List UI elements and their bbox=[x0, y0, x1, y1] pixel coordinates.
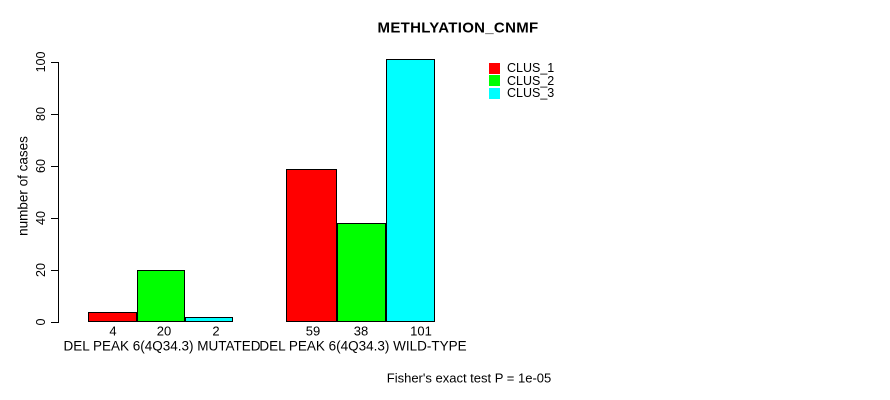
legend-swatch-clus-2 bbox=[489, 75, 500, 87]
legend-item-clus-3: CLUS_3 bbox=[489, 87, 554, 100]
legend-swatch-clus-1 bbox=[489, 62, 500, 74]
bar-value-wild-type-clus_1: 59 bbox=[305, 323, 321, 339]
bar-wild-type-clus_2 bbox=[337, 223, 386, 322]
bar-mutated-clus_3 bbox=[185, 317, 233, 322]
fisher-test-annotation: Fisher's exact test P = 1e-05 bbox=[386, 370, 552, 386]
y-tick-label-40: 40 bbox=[34, 211, 48, 225]
legend-swatch-clus-3 bbox=[489, 87, 500, 99]
x-category-label-mutated: DEL PEAK 6(4Q34.3) MUTATED bbox=[63, 338, 261, 354]
bar-value-wild-type-clus_3: 101 bbox=[410, 323, 432, 339]
legend-label-clus-2: CLUS_2 bbox=[507, 73, 555, 88]
y-tick-label-60: 60 bbox=[34, 159, 48, 173]
y-axis-line bbox=[58, 62, 59, 323]
bar-mutated-clus_1 bbox=[88, 312, 137, 322]
y-tick-label-20: 20 bbox=[34, 263, 48, 277]
y-tick-mark-60 bbox=[51, 166, 58, 167]
y-tick-mark-20 bbox=[51, 270, 58, 271]
bar-value-mutated-clus_3: 2 bbox=[212, 323, 220, 339]
legend-label-clus-1: CLUS_1 bbox=[507, 61, 555, 75]
y-axis-label: number of cases bbox=[15, 136, 31, 236]
y-tick-label-100: 100 bbox=[34, 51, 48, 73]
y-tick-mark-0 bbox=[51, 322, 58, 323]
y-tick-mark-80 bbox=[51, 114, 58, 115]
bar-mutated-clus_2 bbox=[137, 270, 185, 322]
bar-wild-type-clus_1 bbox=[286, 169, 337, 322]
bar-value-mutated-clus_2: 20 bbox=[156, 323, 172, 339]
y-tick-mark-40 bbox=[51, 218, 58, 219]
legend: CLUS_1 CLUS_2 CLUS_3 bbox=[489, 62, 554, 100]
chart-title: METHLYATION_CNMF bbox=[377, 19, 539, 37]
y-tick-mark-100 bbox=[51, 62, 58, 63]
legend-label-clus-3: CLUS_3 bbox=[507, 86, 555, 100]
y-tick-label-0: 0 bbox=[34, 318, 48, 326]
y-tick-label-80: 80 bbox=[34, 107, 48, 121]
legend-item-clus-2: CLUS_2 bbox=[489, 73, 555, 88]
bar-wild-type-clus_3 bbox=[386, 59, 435, 322]
bar-value-mutated-clus_1: 4 bbox=[109, 323, 117, 339]
x-category-label-wildtype: DEL PEAK 6(4Q34.3) WILD-TYPE bbox=[259, 338, 467, 354]
bar-value-wild-type-clus_2: 38 bbox=[353, 323, 369, 339]
legend-item-clus-1: CLUS_1 bbox=[489, 62, 554, 75]
